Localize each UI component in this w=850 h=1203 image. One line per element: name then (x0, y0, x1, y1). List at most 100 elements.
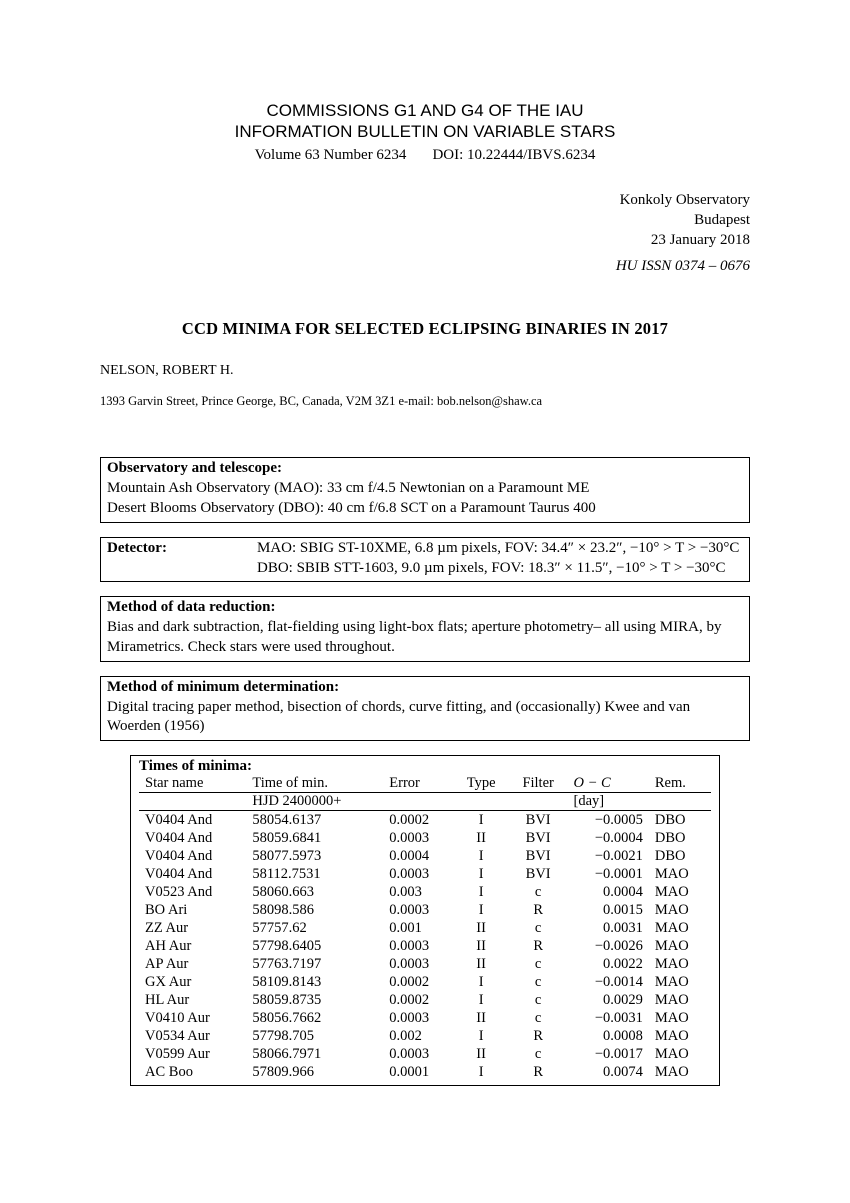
cell-type: I (454, 1027, 509, 1045)
obs-date: 23 January 2018 (100, 230, 750, 250)
cell-error: 0.0003 (383, 901, 453, 919)
table-row: ZZ Aur57757.620.001IIc0.0031MAO (139, 919, 711, 937)
obs-city: Budapest (100, 210, 750, 230)
cell-rem: MAO (649, 973, 711, 991)
cell-star: BO Ari (139, 901, 246, 919)
cell-filter: BVI (509, 829, 568, 847)
col-oc: O − C (568, 775, 649, 793)
cell-type: II (454, 919, 509, 937)
table-row: V0404 And58054.61370.0002IBVI−0.0005DBO (139, 811, 711, 830)
cell-time: 58059.8735 (246, 991, 383, 1009)
author-name: NELSON, ROBERT H. (100, 363, 750, 379)
cell-time: 57798.6405 (246, 937, 383, 955)
cell-rem: MAO (649, 1009, 711, 1027)
issn-line: HU ISSN 0374 – 0676 (100, 256, 750, 276)
cell-star: GX Aur (139, 973, 246, 991)
cell-error: 0.0003 (383, 829, 453, 847)
col-time: Time of min. (246, 775, 383, 793)
cell-oc: −0.0004 (568, 829, 649, 847)
cell-oc: −0.0014 (568, 973, 649, 991)
cell-oc: 0.0031 (568, 919, 649, 937)
cell-rem: DBO (649, 847, 711, 865)
col-error-sub (383, 793, 453, 811)
cell-time: 58112.7531 (246, 865, 383, 883)
table-row: V0404 And58077.59730.0004IBVI−0.0021DBO (139, 847, 711, 865)
cell-rem: MAO (649, 901, 711, 919)
cell-rem: MAO (649, 919, 711, 937)
observatory-telescope-box: Observatory and telescope: Mountain Ash … (100, 457, 750, 522)
affiliation: 1393 Garvin Street, Prince George, BC, C… (100, 393, 750, 410)
cell-type: I (454, 865, 509, 883)
cell-time: 57798.705 (246, 1027, 383, 1045)
cell-oc: 0.0015 (568, 901, 649, 919)
cell-rem: DBO (649, 829, 711, 847)
minimum-method-box: Method of minimum determination: Digital… (100, 676, 750, 741)
cell-error: 0.0003 (383, 937, 453, 955)
commission-line-1: COMMISSIONS G1 AND G4 OF THE IAU (100, 100, 750, 121)
cell-filter: R (509, 1027, 568, 1045)
cell-time: 58054.6137 (246, 811, 383, 830)
cell-type: II (454, 1009, 509, 1027)
cell-star: AH Aur (139, 937, 246, 955)
table-row: HL Aur58059.87350.0002Ic0.0029MAO (139, 991, 711, 1009)
col-rem-sub (649, 793, 711, 811)
reduction-body: Bias and dark subtraction, flat-fielding… (107, 618, 743, 658)
cell-type: I (454, 901, 509, 919)
cell-oc: −0.0021 (568, 847, 649, 865)
cell-oc: −0.0005 (568, 811, 649, 830)
obs-tel-line-2: Desert Blooms Observatory (DBO): 40 cm f… (107, 499, 743, 519)
cell-oc: −0.0001 (568, 865, 649, 883)
minima-heading: Times of minima: (139, 758, 711, 775)
col-oc-text: O − C (574, 775, 611, 791)
table-row: BO Ari58098.5860.0003IR0.0015MAO (139, 901, 711, 919)
cell-type: I (454, 847, 509, 865)
cell-oc: 0.0029 (568, 991, 649, 1009)
col-type-sub (454, 793, 509, 811)
cell-time: 58109.8143 (246, 973, 383, 991)
table-row: V0599 Aur58066.79710.0003IIc−0.0017MAO (139, 1045, 711, 1063)
minima-box: Times of minima: Star name Time of min. … (130, 755, 720, 1086)
cell-time: 57763.7197 (246, 955, 383, 973)
cell-error: 0.0003 (383, 865, 453, 883)
cell-time: 57809.966 (246, 1063, 383, 1081)
volume-text: Volume 63 Number 6234 (255, 147, 407, 163)
cell-time: 58098.586 (246, 901, 383, 919)
detector-line-1: MAO: SBIG ST-10XME, 6.8 µm pixels, FOV: … (257, 539, 743, 559)
reduction-header: Method of data reduction: (107, 598, 743, 618)
cell-type: II (454, 937, 509, 955)
cell-time: 58077.5973 (246, 847, 383, 865)
table-row: GX Aur58109.81430.0002Ic−0.0014MAO (139, 973, 711, 991)
detector-line-2: DBO: SBIB STT-1603, 9.0 µm pixels, FOV: … (257, 559, 743, 579)
cell-error: 0.0004 (383, 847, 453, 865)
cell-filter: R (509, 1063, 568, 1081)
col-star-sub (139, 793, 246, 811)
cell-star: V0599 Aur (139, 1045, 246, 1063)
col-time-sub: HJD 2400000+ (246, 793, 383, 811)
cell-filter: R (509, 901, 568, 919)
cell-rem: MAO (649, 1027, 711, 1045)
col-filter: Filter (509, 775, 568, 793)
cell-star: V0404 And (139, 811, 246, 830)
cell-rem: MAO (649, 1063, 711, 1081)
cell-oc: 0.0004 (568, 883, 649, 901)
table-row: AC Boo57809.9660.0001IR0.0074MAO (139, 1063, 711, 1081)
volume-doi-line: Volume 63 Number 6234 DOI: 10.22444/IBVS.… (100, 147, 750, 164)
cell-filter: R (509, 937, 568, 955)
table-row: V0404 And58112.75310.0003IBVI−0.0001MAO (139, 865, 711, 883)
cell-type: I (454, 811, 509, 830)
cell-type: I (454, 973, 509, 991)
observatory-block: Konkoly Observatory Budapest 23 January … (100, 190, 750, 277)
table-row: AP Aur57763.71970.0003IIc0.0022MAO (139, 955, 711, 973)
cell-rem: MAO (649, 865, 711, 883)
cell-filter: BVI (509, 811, 568, 830)
cell-error: 0.0002 (383, 811, 453, 830)
cell-type: I (454, 1063, 509, 1081)
commission-line-2: INFORMATION BULLETIN ON VARIABLE STARS (100, 121, 750, 142)
doi-text: DOI: 10.22444/IBVS.6234 (432, 147, 595, 163)
cell-rem: MAO (649, 991, 711, 1009)
cell-oc: −0.0017 (568, 1045, 649, 1063)
cell-filter: c (509, 1045, 568, 1063)
cell-type: II (454, 829, 509, 847)
col-rem: Rem. (649, 775, 711, 793)
cell-oc: 0.0022 (568, 955, 649, 973)
